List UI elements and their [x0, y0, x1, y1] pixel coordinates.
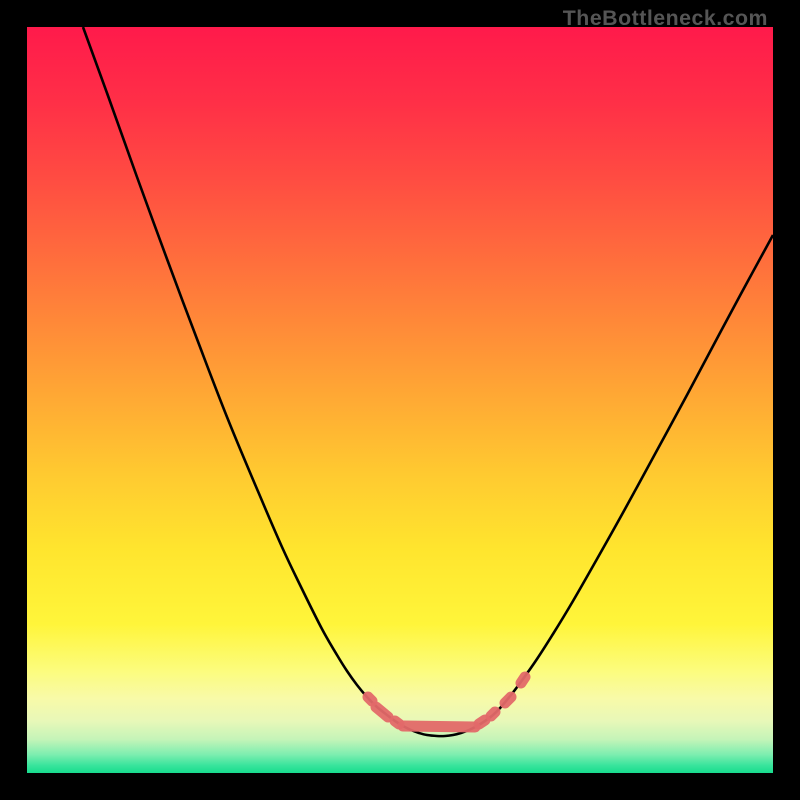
plot-area [27, 27, 773, 773]
chart-svg [27, 27, 773, 773]
watermark-text: TheBottleneck.com [563, 6, 768, 31]
gradient-background [27, 27, 773, 773]
